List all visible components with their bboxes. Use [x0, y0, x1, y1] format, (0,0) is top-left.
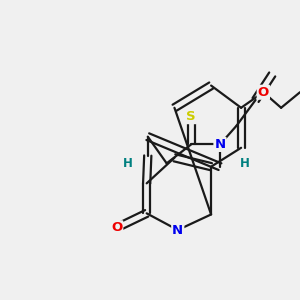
Text: O: O: [258, 86, 269, 99]
Text: N: N: [214, 138, 226, 151]
Text: H: H: [123, 157, 133, 170]
Text: O: O: [111, 221, 122, 234]
Text: S: S: [186, 110, 196, 123]
Text: H: H: [239, 157, 249, 170]
Text: N: N: [172, 224, 183, 236]
